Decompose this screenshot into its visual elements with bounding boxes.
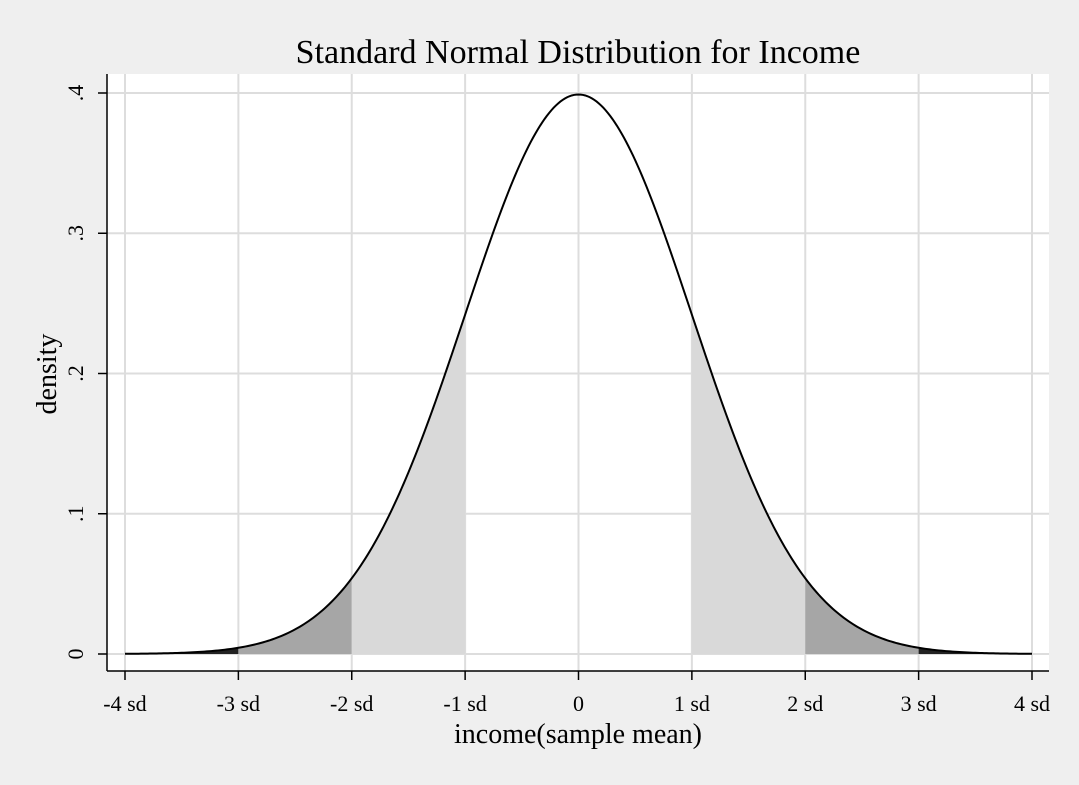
chart-title: Standard Normal Distribution for Income bbox=[296, 34, 861, 71]
x-tick-label: -1 sd bbox=[443, 691, 486, 716]
x-tick-label: 2 sd bbox=[787, 691, 823, 716]
y-tick-label: .2 bbox=[63, 365, 88, 382]
y-axis-title: density bbox=[32, 334, 63, 415]
shaded-region bbox=[238, 578, 352, 654]
x-axis-title: income(sample mean) bbox=[454, 719, 702, 750]
x-tick-label: 3 sd bbox=[901, 691, 937, 716]
shaded-region bbox=[805, 578, 919, 654]
y-tick-label: .3 bbox=[63, 225, 88, 242]
x-tick-label: -4 sd bbox=[103, 691, 146, 716]
x-tick-label: 1 sd bbox=[674, 691, 710, 716]
x-tick-label: -3 sd bbox=[217, 691, 260, 716]
y-tick-label: .1 bbox=[63, 506, 88, 523]
shaded-region bbox=[125, 647, 239, 654]
y-axis-ticks: 0 .1 .2 .3 .4 bbox=[63, 85, 107, 660]
y-tick-label: .4 bbox=[63, 85, 88, 102]
x-tick-label: 0 bbox=[573, 691, 584, 716]
x-axis-ticks: -4 sd -3 sd -2 sd -1 sd 0 1 sd 2 sd 3 sd 4 sd bbox=[103, 671, 1050, 716]
x-tick-label: -2 sd bbox=[330, 691, 373, 716]
y-tick-label: 0 bbox=[63, 649, 88, 660]
x-tick-label: 4 sd bbox=[1014, 691, 1050, 716]
shaded-region bbox=[918, 647, 1032, 654]
density-curve bbox=[124, 93, 1033, 655]
grid-lines bbox=[107, 74, 1049, 671]
